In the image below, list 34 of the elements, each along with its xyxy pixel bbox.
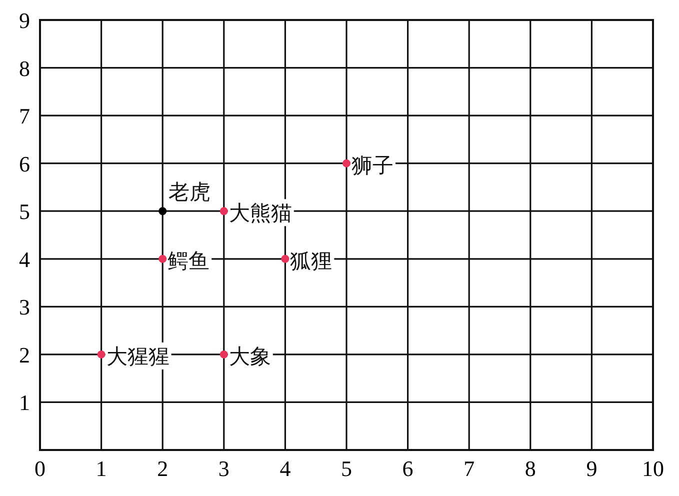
- point: [220, 350, 228, 358]
- annotation: 大猩猩: [106, 344, 170, 368]
- x-tick-label: 4: [280, 456, 291, 481]
- x-tick-label: 6: [402, 456, 414, 481]
- x-tick-label: 10: [642, 456, 664, 481]
- y-tick-label: 9: [19, 8, 30, 33]
- point: [281, 254, 290, 263]
- y-tick-label: 2: [19, 342, 30, 368]
- y-tick-label: 4: [19, 246, 30, 272]
- x-tick-label: 0: [34, 456, 46, 481]
- annotation: 大象: [228, 344, 271, 368]
- annotation: 鳄鱼: [168, 248, 210, 273]
- x-tick-label: 1: [96, 456, 107, 481]
- x-tick-label: 2: [157, 456, 168, 481]
- annotation: 狮子: [352, 153, 394, 178]
- x-tick-label: 9: [586, 456, 598, 481]
- y-tick-label: 3: [19, 294, 30, 320]
- y-tick-label: 7: [19, 104, 30, 129]
- x-tick-label: 5: [341, 456, 352, 481]
- y-tick-label: 5: [19, 199, 30, 224]
- point: [97, 350, 106, 358]
- annotation: 老虎: [168, 180, 211, 204]
- y-tick-label: 1: [19, 390, 30, 416]
- y-tick-label: 8: [19, 56, 30, 81]
- point: [158, 254, 167, 263]
- x-tick-label: 3: [218, 456, 230, 481]
- annotation: 大熊猫: [228, 201, 292, 226]
- point: [220, 207, 228, 216]
- point: [342, 159, 350, 168]
- x-tick-label: 8: [524, 456, 536, 481]
- x-tick-label: 7: [464, 456, 475, 481]
- y-tick-label: 6: [19, 151, 30, 176]
- annotation: 狐狸: [290, 248, 332, 273]
- point: [158, 207, 167, 216]
